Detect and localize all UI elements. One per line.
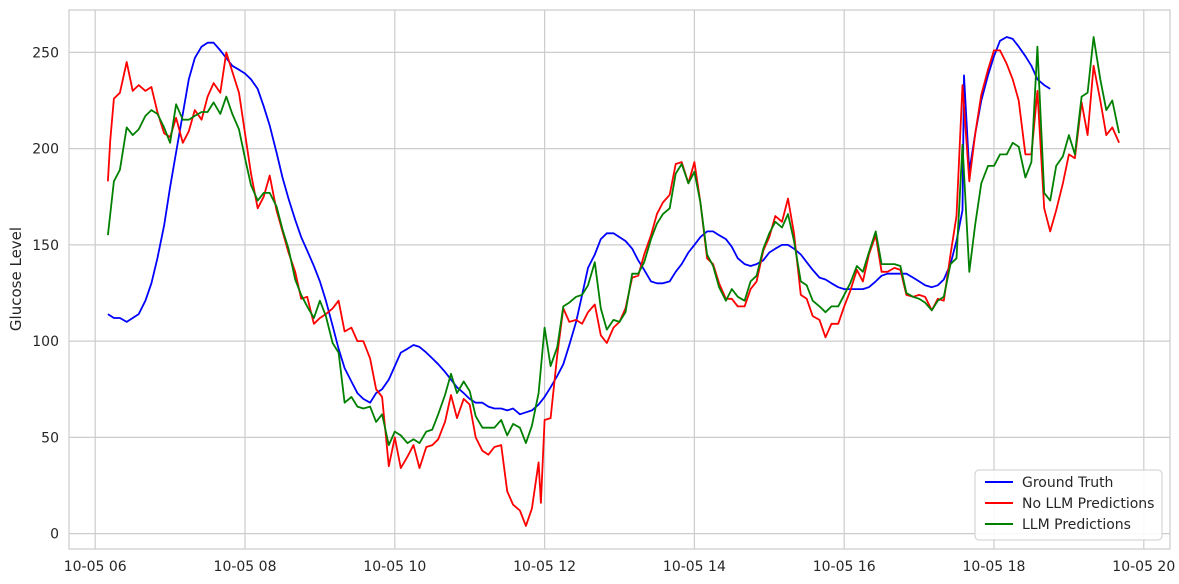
series-line-3 bbox=[107, 36, 1120, 446]
x-tick-label: 10-05 16 bbox=[813, 559, 876, 575]
x-tick-label: 10-05 12 bbox=[513, 559, 576, 575]
legend-entry-label: No LLM Predictions bbox=[1022, 496, 1154, 512]
x-tick-label: 10-05 08 bbox=[214, 559, 277, 575]
legend: Ground Truth No LLM Predictions LLM Predic… bbox=[974, 469, 1163, 541]
x-tick-label: 10-05 10 bbox=[363, 559, 426, 575]
y-tick-label: 250 bbox=[32, 45, 59, 61]
y-tick-label: 150 bbox=[32, 238, 59, 254]
x-tick-label: 10-05 06 bbox=[64, 559, 127, 575]
y-tick-label: 50 bbox=[41, 430, 59, 446]
y-tick-label: 100 bbox=[32, 334, 59, 350]
series-lines bbox=[107, 36, 1120, 527]
x-tick-label: 10-05 18 bbox=[963, 559, 1026, 575]
x-tick-label: 10-05 20 bbox=[1112, 559, 1175, 575]
y-tick-label: 0 bbox=[50, 527, 59, 543]
legend-entry-label: LLM Predictions bbox=[1022, 517, 1131, 533]
x-tick-label: 10-05 14 bbox=[663, 559, 726, 575]
legend-box bbox=[974, 469, 1163, 541]
x-axis-ticks: 10-05 06 10-05 08 10-05 10 10-05 12 10-05 14… bbox=[64, 559, 1176, 575]
y-axis-label: Glucose Level bbox=[7, 227, 25, 331]
legend-entry-label: Ground Truth bbox=[1022, 475, 1113, 491]
y-tick-label: 200 bbox=[32, 142, 59, 158]
grid-lines bbox=[69, 10, 1170, 549]
y-axis-ticks: 0 50 100 150 200 250 bbox=[32, 45, 59, 542]
plot-area bbox=[68, 9, 1171, 550]
series-line-2 bbox=[107, 49, 1120, 527]
